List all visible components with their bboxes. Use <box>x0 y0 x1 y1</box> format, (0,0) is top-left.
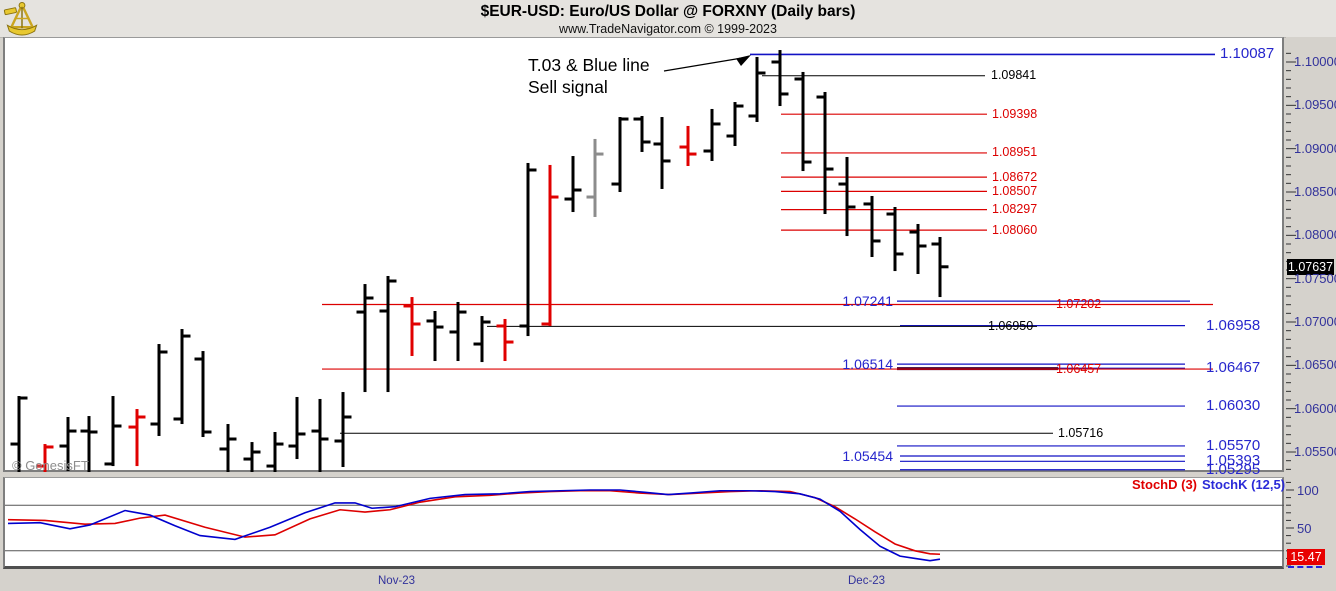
genesis-logo-icon <box>3 1 38 36</box>
price-axis[interactable] <box>1286 37 1336 591</box>
time-axis-label-Nov-23: Nov-23 <box>378 575 416 587</box>
title-band: $EUR-USD: Euro/US Dollar @ FORXNY (Daily… <box>0 0 1336 38</box>
price-chart-panel[interactable] <box>3 37 1284 472</box>
page-subtitle: www.TradeNavigator.com © 1999-2023 <box>559 22 777 36</box>
stochastic-panel[interactable] <box>3 477 1284 569</box>
time-axis-label-Dec-23: Dec-23 <box>848 575 886 587</box>
page-title: $EUR-USD: Euro/US Dollar @ FORXNY (Daily… <box>480 3 856 20</box>
